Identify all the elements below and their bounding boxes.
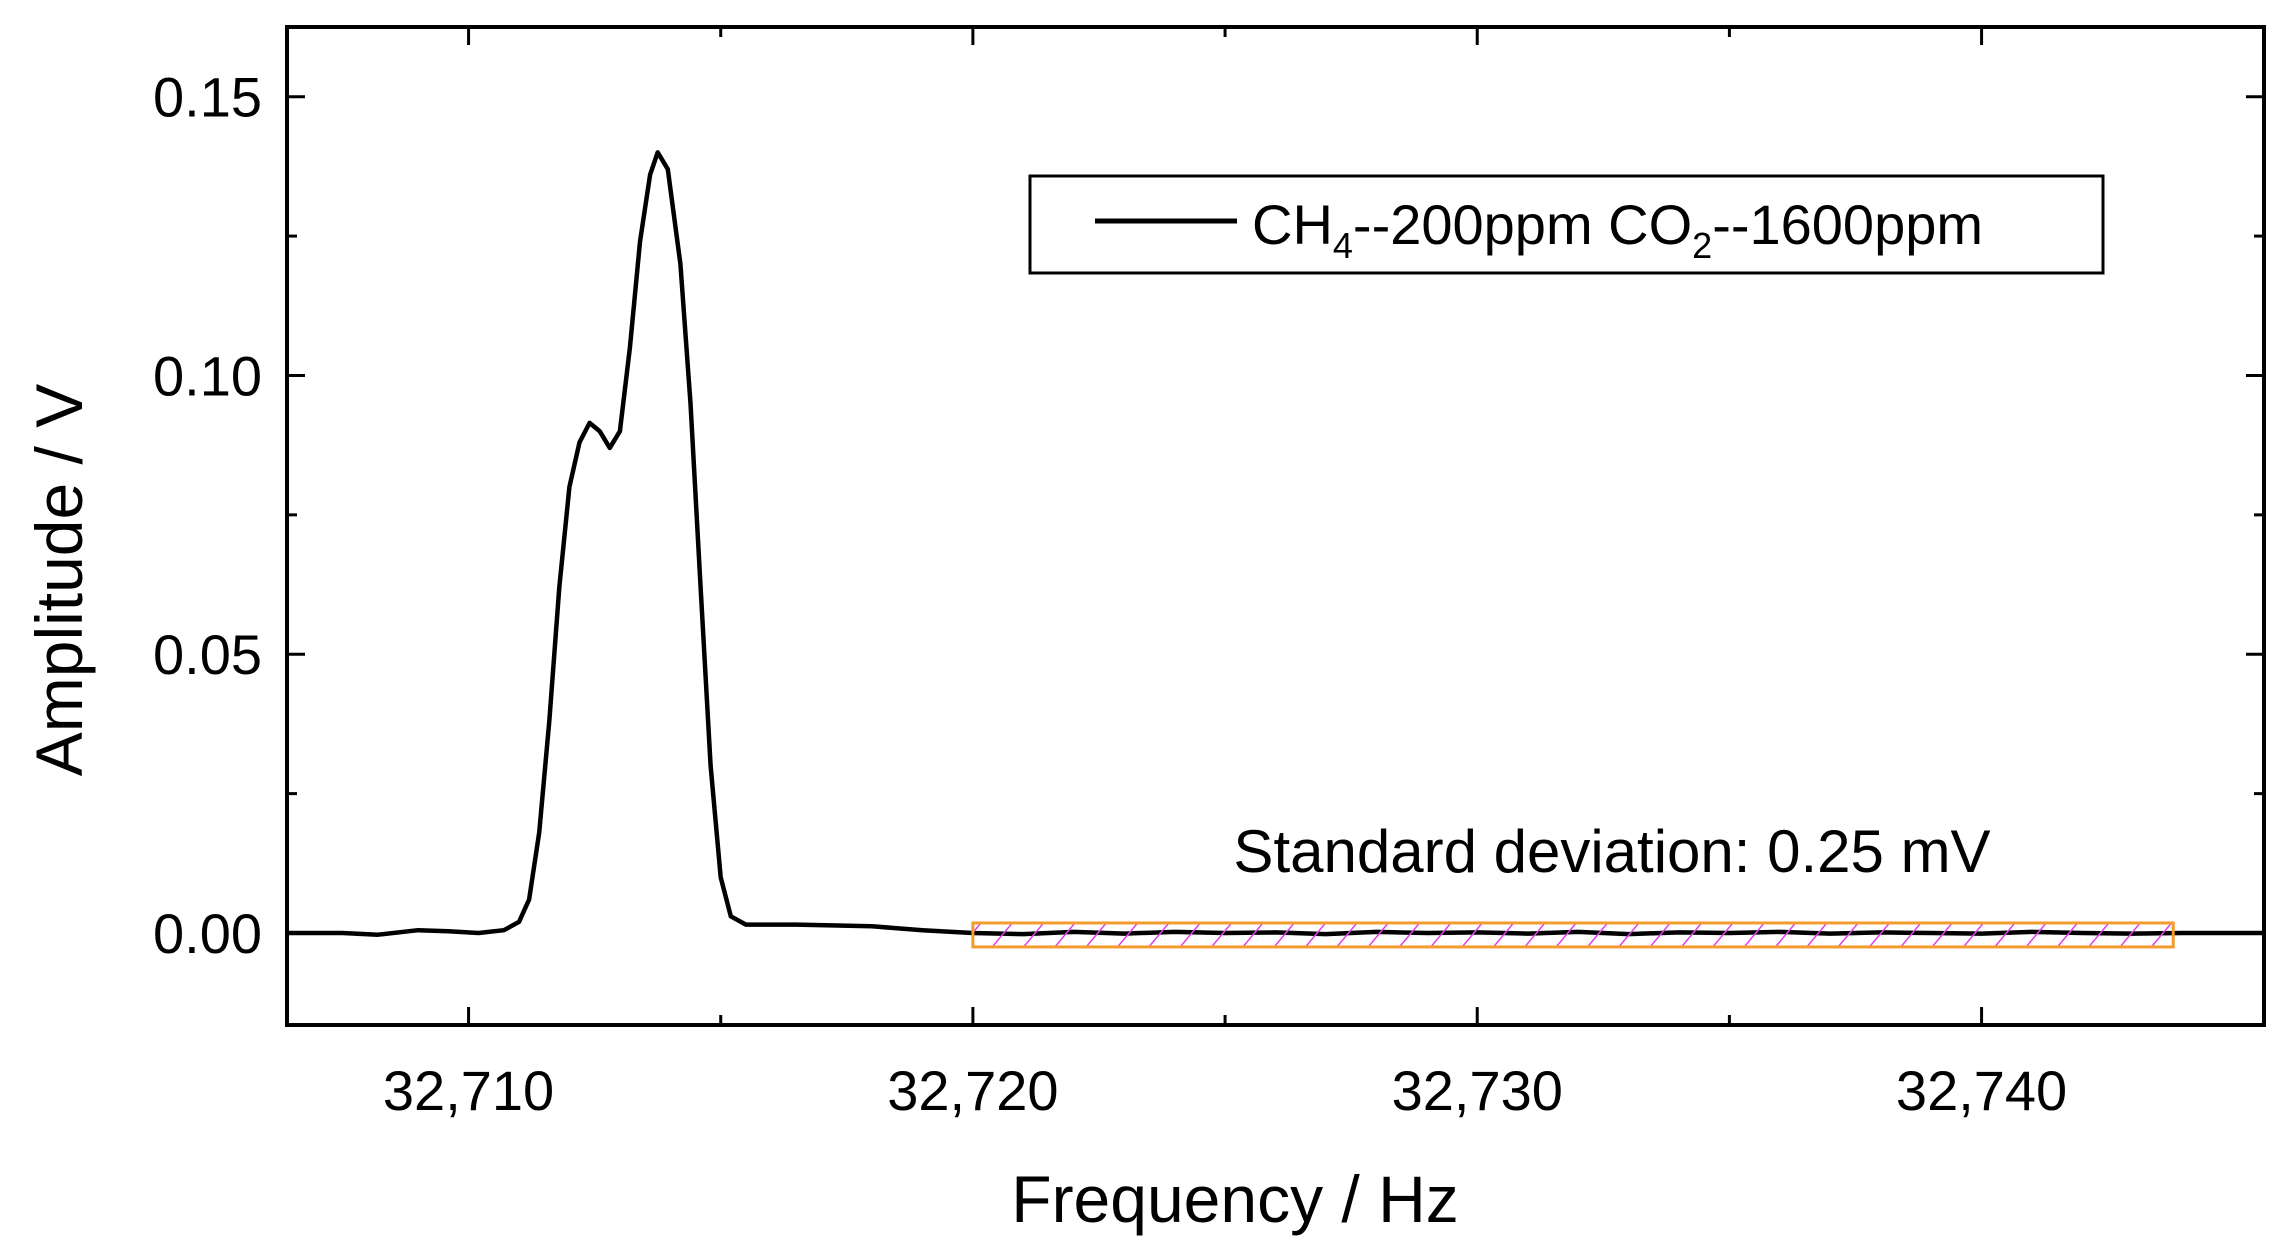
plot-frame [285,25,2266,1027]
x-axis-label: Frequency / Hz [1011,1162,1459,1236]
legend-part-2: --200ppm CO [1353,193,1692,256]
y-tick-label: 0.05 [153,623,262,686]
ticks-layer [287,27,2264,1025]
annotation-layer [971,921,2175,949]
legend-part-1: CH [1252,193,1333,256]
y-axis-label: Amplitude / V [22,384,96,777]
std-dev-region [971,921,2175,949]
legend: CH4--200ppm CO2--1600ppm [1028,174,2105,275]
y-tick-label: 0.10 [153,344,262,407]
tick-labels-layer: 32,710 32,720 32,730 32,740 0.00 0.05 0.10 0.15 [153,66,2067,1122]
y-tick-label: 0.00 [153,902,262,965]
legend-sub-2: 2 [1692,225,1712,266]
x-tick-label: 32,710 [383,1059,554,1122]
y-tick-label: 0.15 [153,66,262,129]
legend-sub-1: 4 [1333,225,1353,266]
x-tick-label: 32,730 [1392,1059,1563,1122]
x-tick-label: 32,720 [887,1059,1058,1122]
legend-part-3: --1600ppm [1712,193,1983,256]
legend-label: CH4--200ppm CO2--1600ppm [1252,193,1983,266]
x-tick-label: 32,740 [1896,1059,2067,1122]
legend-box [1028,174,2105,275]
annotation-text: Standard deviation: 0.25 mV [1233,818,1990,885]
